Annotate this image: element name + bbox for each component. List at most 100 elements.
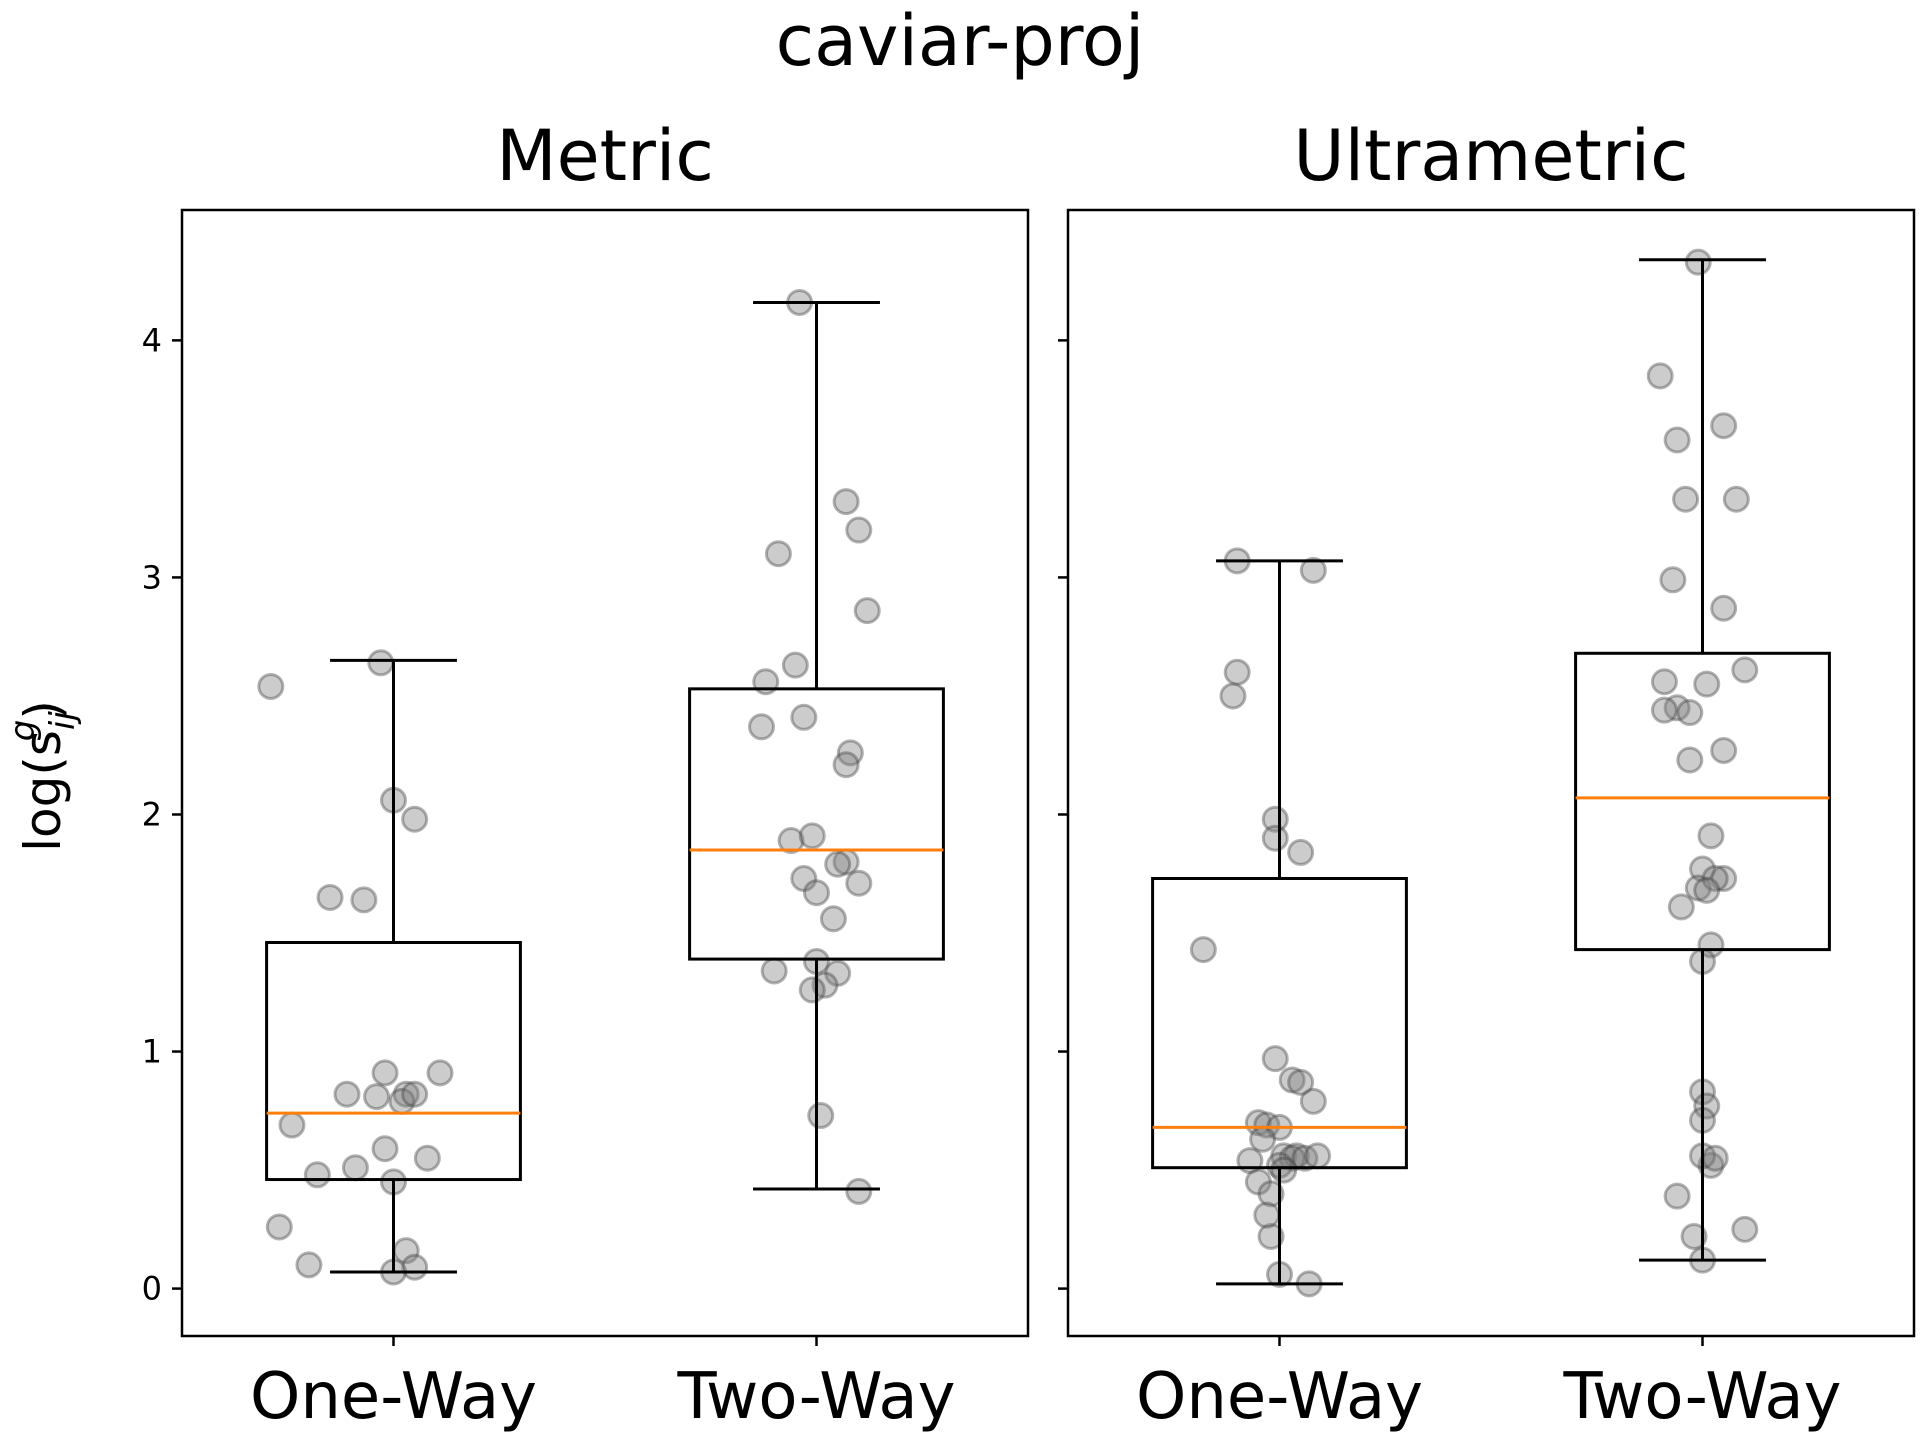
box-iqr xyxy=(688,687,945,961)
data-point xyxy=(1287,838,1315,866)
data-point xyxy=(1701,864,1729,892)
data-point xyxy=(1710,412,1738,440)
y-axis-label-close: ) xyxy=(14,700,72,720)
data-point xyxy=(426,1059,454,1087)
data-point xyxy=(1650,696,1678,724)
data-point xyxy=(1663,426,1691,454)
data-point xyxy=(350,886,378,914)
data-point xyxy=(401,1080,429,1108)
panel-title: Ultrametric xyxy=(1293,115,1688,197)
data-point xyxy=(803,879,830,907)
data-point xyxy=(790,864,818,892)
y-tick-label: 4 xyxy=(142,321,162,359)
data-point xyxy=(1722,485,1750,513)
figure-title: caviar-proj xyxy=(775,0,1145,82)
data-point xyxy=(1680,1222,1708,1250)
data-point xyxy=(1689,855,1716,883)
panel-1: Metric 0 1 2 3 4 One-Way Two-Way xyxy=(142,115,1030,1434)
data-point xyxy=(1684,248,1712,276)
data-point xyxy=(1693,670,1721,698)
data-point xyxy=(1667,893,1695,921)
data-point xyxy=(1731,656,1759,684)
data-point xyxy=(1697,822,1725,850)
data-point xyxy=(1261,805,1289,833)
axes-frame xyxy=(180,208,1030,1338)
data-point xyxy=(341,1154,369,1182)
box-iqr xyxy=(1574,651,1831,952)
data-point xyxy=(853,597,881,625)
data-point xyxy=(1257,1222,1285,1250)
data-point xyxy=(807,1102,835,1130)
data-point xyxy=(1676,746,1704,774)
data-point xyxy=(1710,864,1738,892)
data-point xyxy=(1663,1182,1691,1210)
data-point xyxy=(1261,1045,1289,1073)
data-point xyxy=(1693,1092,1721,1120)
data-point xyxy=(1697,1151,1725,1179)
data-point xyxy=(1278,1066,1306,1094)
data-point xyxy=(1291,1144,1319,1172)
data-point xyxy=(1253,1111,1281,1139)
data-point xyxy=(819,905,847,933)
data-point xyxy=(413,1144,441,1172)
box-iqr xyxy=(265,940,522,1182)
data-point xyxy=(303,1161,331,1189)
data-point xyxy=(1270,1156,1298,1184)
data-point xyxy=(1701,1144,1729,1172)
data-point xyxy=(764,540,792,568)
data-point xyxy=(316,883,344,911)
data-point xyxy=(1684,874,1712,902)
y-axis-label: log(sijg) xyxy=(3,700,83,852)
svg-text:log(sijg): log(sijg) xyxy=(3,700,83,852)
data-point xyxy=(371,1059,399,1087)
data-point xyxy=(1219,682,1247,710)
data-point xyxy=(781,651,809,679)
y-tick-label: 1 xyxy=(142,1033,162,1071)
data-point xyxy=(811,971,839,999)
x-tick-label: Two-Way xyxy=(677,1360,956,1434)
data-point xyxy=(845,869,873,897)
data-point xyxy=(1731,1215,1759,1243)
data-point xyxy=(401,805,429,833)
data-point xyxy=(278,1111,306,1139)
data-point xyxy=(798,976,826,1004)
y-tick-label: 2 xyxy=(142,795,162,833)
data-point xyxy=(1663,694,1691,722)
x-tick-label: One-Way xyxy=(1136,1360,1423,1434)
x-tick-label: Two-Way xyxy=(1563,1360,1842,1434)
data-point xyxy=(836,739,864,767)
data-point xyxy=(333,1080,361,1108)
data-point xyxy=(845,516,873,544)
axes-frame xyxy=(1066,208,1916,1338)
data-point xyxy=(832,488,860,516)
data-point xyxy=(392,1080,420,1108)
data-point xyxy=(367,649,395,677)
data-point xyxy=(748,713,776,741)
y-tick-label: 0 xyxy=(142,1270,162,1308)
data-point xyxy=(1299,1087,1327,1115)
data-point xyxy=(295,1251,323,1279)
data-point xyxy=(760,957,788,985)
data-point xyxy=(1253,1201,1281,1229)
data-point xyxy=(1299,556,1327,584)
data-point xyxy=(1189,936,1217,964)
data-point xyxy=(832,751,860,779)
data-point xyxy=(1710,736,1738,764)
data-point xyxy=(1249,1125,1277,1153)
y-tick-label: 3 xyxy=(142,558,162,596)
y-axis-label-base: log(s xyxy=(14,730,72,852)
data-point xyxy=(363,1083,391,1111)
panel-title: Metric xyxy=(496,115,714,197)
data-point xyxy=(777,827,805,855)
data-point xyxy=(1223,658,1251,686)
data-point xyxy=(1278,1144,1306,1172)
data-point xyxy=(265,1213,293,1241)
x-tick-label: One-Way xyxy=(250,1360,537,1434)
data-point xyxy=(371,1135,399,1163)
data-point xyxy=(1676,699,1704,727)
data-point xyxy=(1646,362,1674,390)
y-axis-label-sup: g xyxy=(3,720,43,742)
data-point xyxy=(1304,1142,1332,1170)
data-point xyxy=(1287,1068,1315,1096)
